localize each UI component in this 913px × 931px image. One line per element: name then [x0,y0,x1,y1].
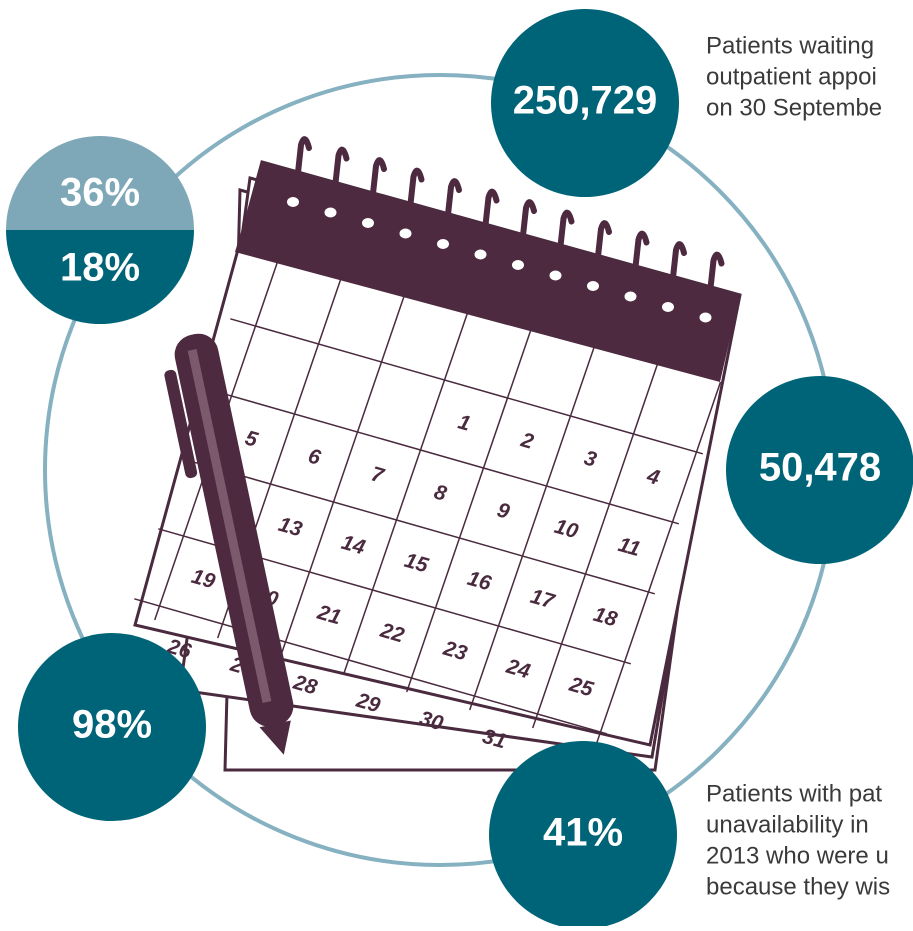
split-bottom: 18% [60,246,140,290]
note-line: on 30 Septembe [706,94,882,121]
note-line: because they wis [706,873,890,900]
note-line: 2013 who were u [706,842,889,869]
note-line: Patients waiting [706,32,874,59]
stat-value: 250,729 [513,79,658,123]
split-top: 36% [60,171,140,215]
ring-hole [700,313,712,323]
ring-hole [587,281,599,291]
split-circle [0,130,200,330]
note-line: Patients with pat [706,780,882,807]
ring-hole [512,260,524,270]
note-line: unavailability in [706,811,869,838]
ring-hole [362,218,374,228]
ring-hole [662,302,674,312]
ring-hole [437,239,449,249]
ring-hole [287,197,299,207]
ring-hole [550,271,562,281]
ring-hole [400,229,412,239]
ring-hole [325,208,337,218]
ring-hole [625,292,637,302]
note-line: outpatient appoi [706,63,877,90]
stat-value: 98% [72,703,152,747]
infographic: 1234567891011121314151617181920212223242… [0,0,913,926]
stat-value: 50,478 [759,446,881,490]
stat-value: 41% [543,811,623,855]
ring-hole [475,250,487,260]
